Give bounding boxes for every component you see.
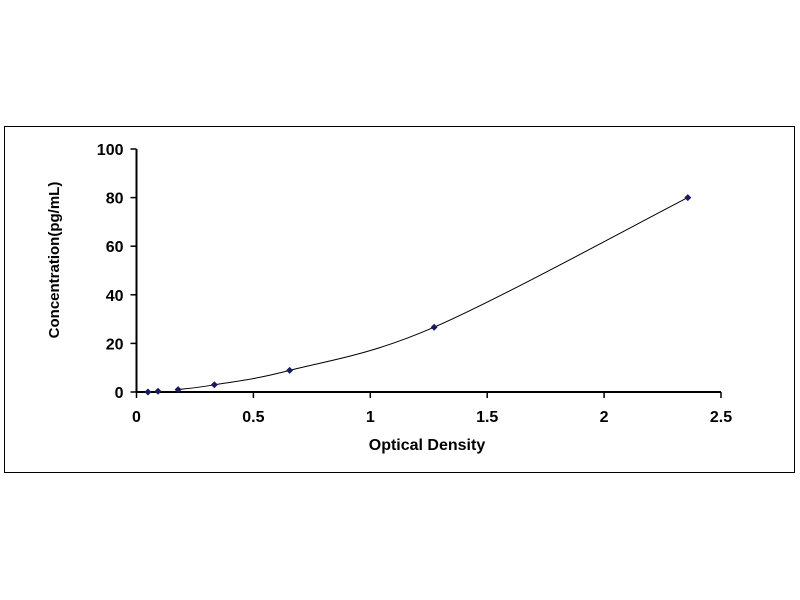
x-tick-label: 2.5 bbox=[710, 409, 732, 426]
data-point bbox=[684, 194, 692, 202]
data-point bbox=[144, 388, 152, 396]
data-point bbox=[286, 366, 294, 374]
y-tick-label: 20 bbox=[106, 336, 124, 353]
chart-frame bbox=[4, 126, 795, 473]
y-tick-label: 100 bbox=[97, 142, 124, 159]
x-axis-label: Optical Density bbox=[369, 437, 486, 454]
x-tick-label: 0.5 bbox=[242, 409, 264, 426]
fit-curve bbox=[178, 197, 689, 391]
data-point bbox=[430, 323, 438, 331]
y-tick-label: 0 bbox=[115, 385, 124, 402]
y-tick-label: 80 bbox=[106, 191, 124, 208]
x-tick-label: 1 bbox=[366, 409, 375, 426]
x-tick-label: 0 bbox=[132, 409, 141, 426]
data-point bbox=[210, 381, 218, 389]
y-axis-label: Concentration(pg/mL) bbox=[46, 182, 63, 339]
y-tick-label: 40 bbox=[106, 288, 124, 305]
data-point bbox=[174, 386, 182, 394]
x-tick-label: 1.5 bbox=[476, 409, 498, 426]
data-point bbox=[154, 387, 162, 395]
y-tick-label: 60 bbox=[106, 239, 124, 256]
x-tick-label: 2 bbox=[600, 409, 609, 426]
